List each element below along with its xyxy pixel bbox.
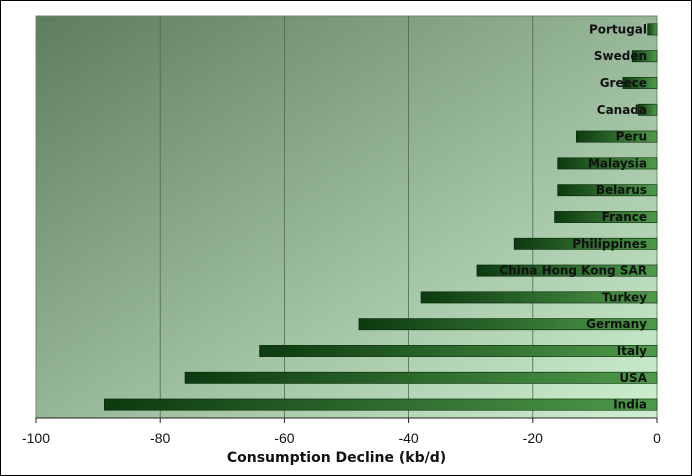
category-label: India (613, 398, 647, 412)
x-tick-label: -80 (150, 430, 170, 446)
bar (631, 50, 658, 63)
category-label: Philippines (572, 237, 647, 251)
x-tick-label: -40 (398, 430, 418, 446)
bar (104, 398, 658, 411)
bar (647, 23, 658, 36)
bar (622, 77, 658, 89)
bar (420, 291, 658, 304)
category-label: USA (619, 371, 647, 385)
bar (575, 130, 658, 143)
x-tick-label: -20 (523, 430, 543, 446)
bar (513, 237, 658, 250)
category-label: Peru (616, 130, 647, 144)
category-label: China Hong Kong SAR (499, 264, 647, 278)
bar (476, 264, 658, 277)
category-label: Turkey (602, 290, 647, 304)
category-label: Germany (586, 317, 647, 331)
x-tick-label: -60 (274, 430, 294, 446)
category-label: Greece (600, 76, 647, 90)
x-tick-label: 0 (653, 430, 661, 446)
category-label: Italy (617, 344, 647, 358)
category-label: Malaysia (588, 156, 647, 170)
category-label: France (602, 210, 647, 224)
bar (554, 211, 658, 223)
bar (184, 371, 658, 384)
bar (259, 345, 658, 357)
category-label: Sweden (594, 49, 647, 63)
bars (104, 23, 658, 411)
category-label: Belarus (596, 183, 647, 197)
x-axis-ticks: -100 -80 -60 -40 -20 0 (22, 417, 661, 446)
bar (557, 184, 658, 197)
bar (358, 318, 658, 331)
category-labels: Portugal Sweden Greece Canada Peru Malaysia Be… (499, 22, 647, 411)
category-label: Canada (597, 103, 647, 117)
x-tick-label: -100 (22, 430, 50, 446)
category-label: Portugal (589, 22, 647, 36)
bar (557, 157, 658, 170)
x-axis-title: Consumption Decline (kb/d) (227, 450, 446, 466)
bar (638, 103, 658, 116)
